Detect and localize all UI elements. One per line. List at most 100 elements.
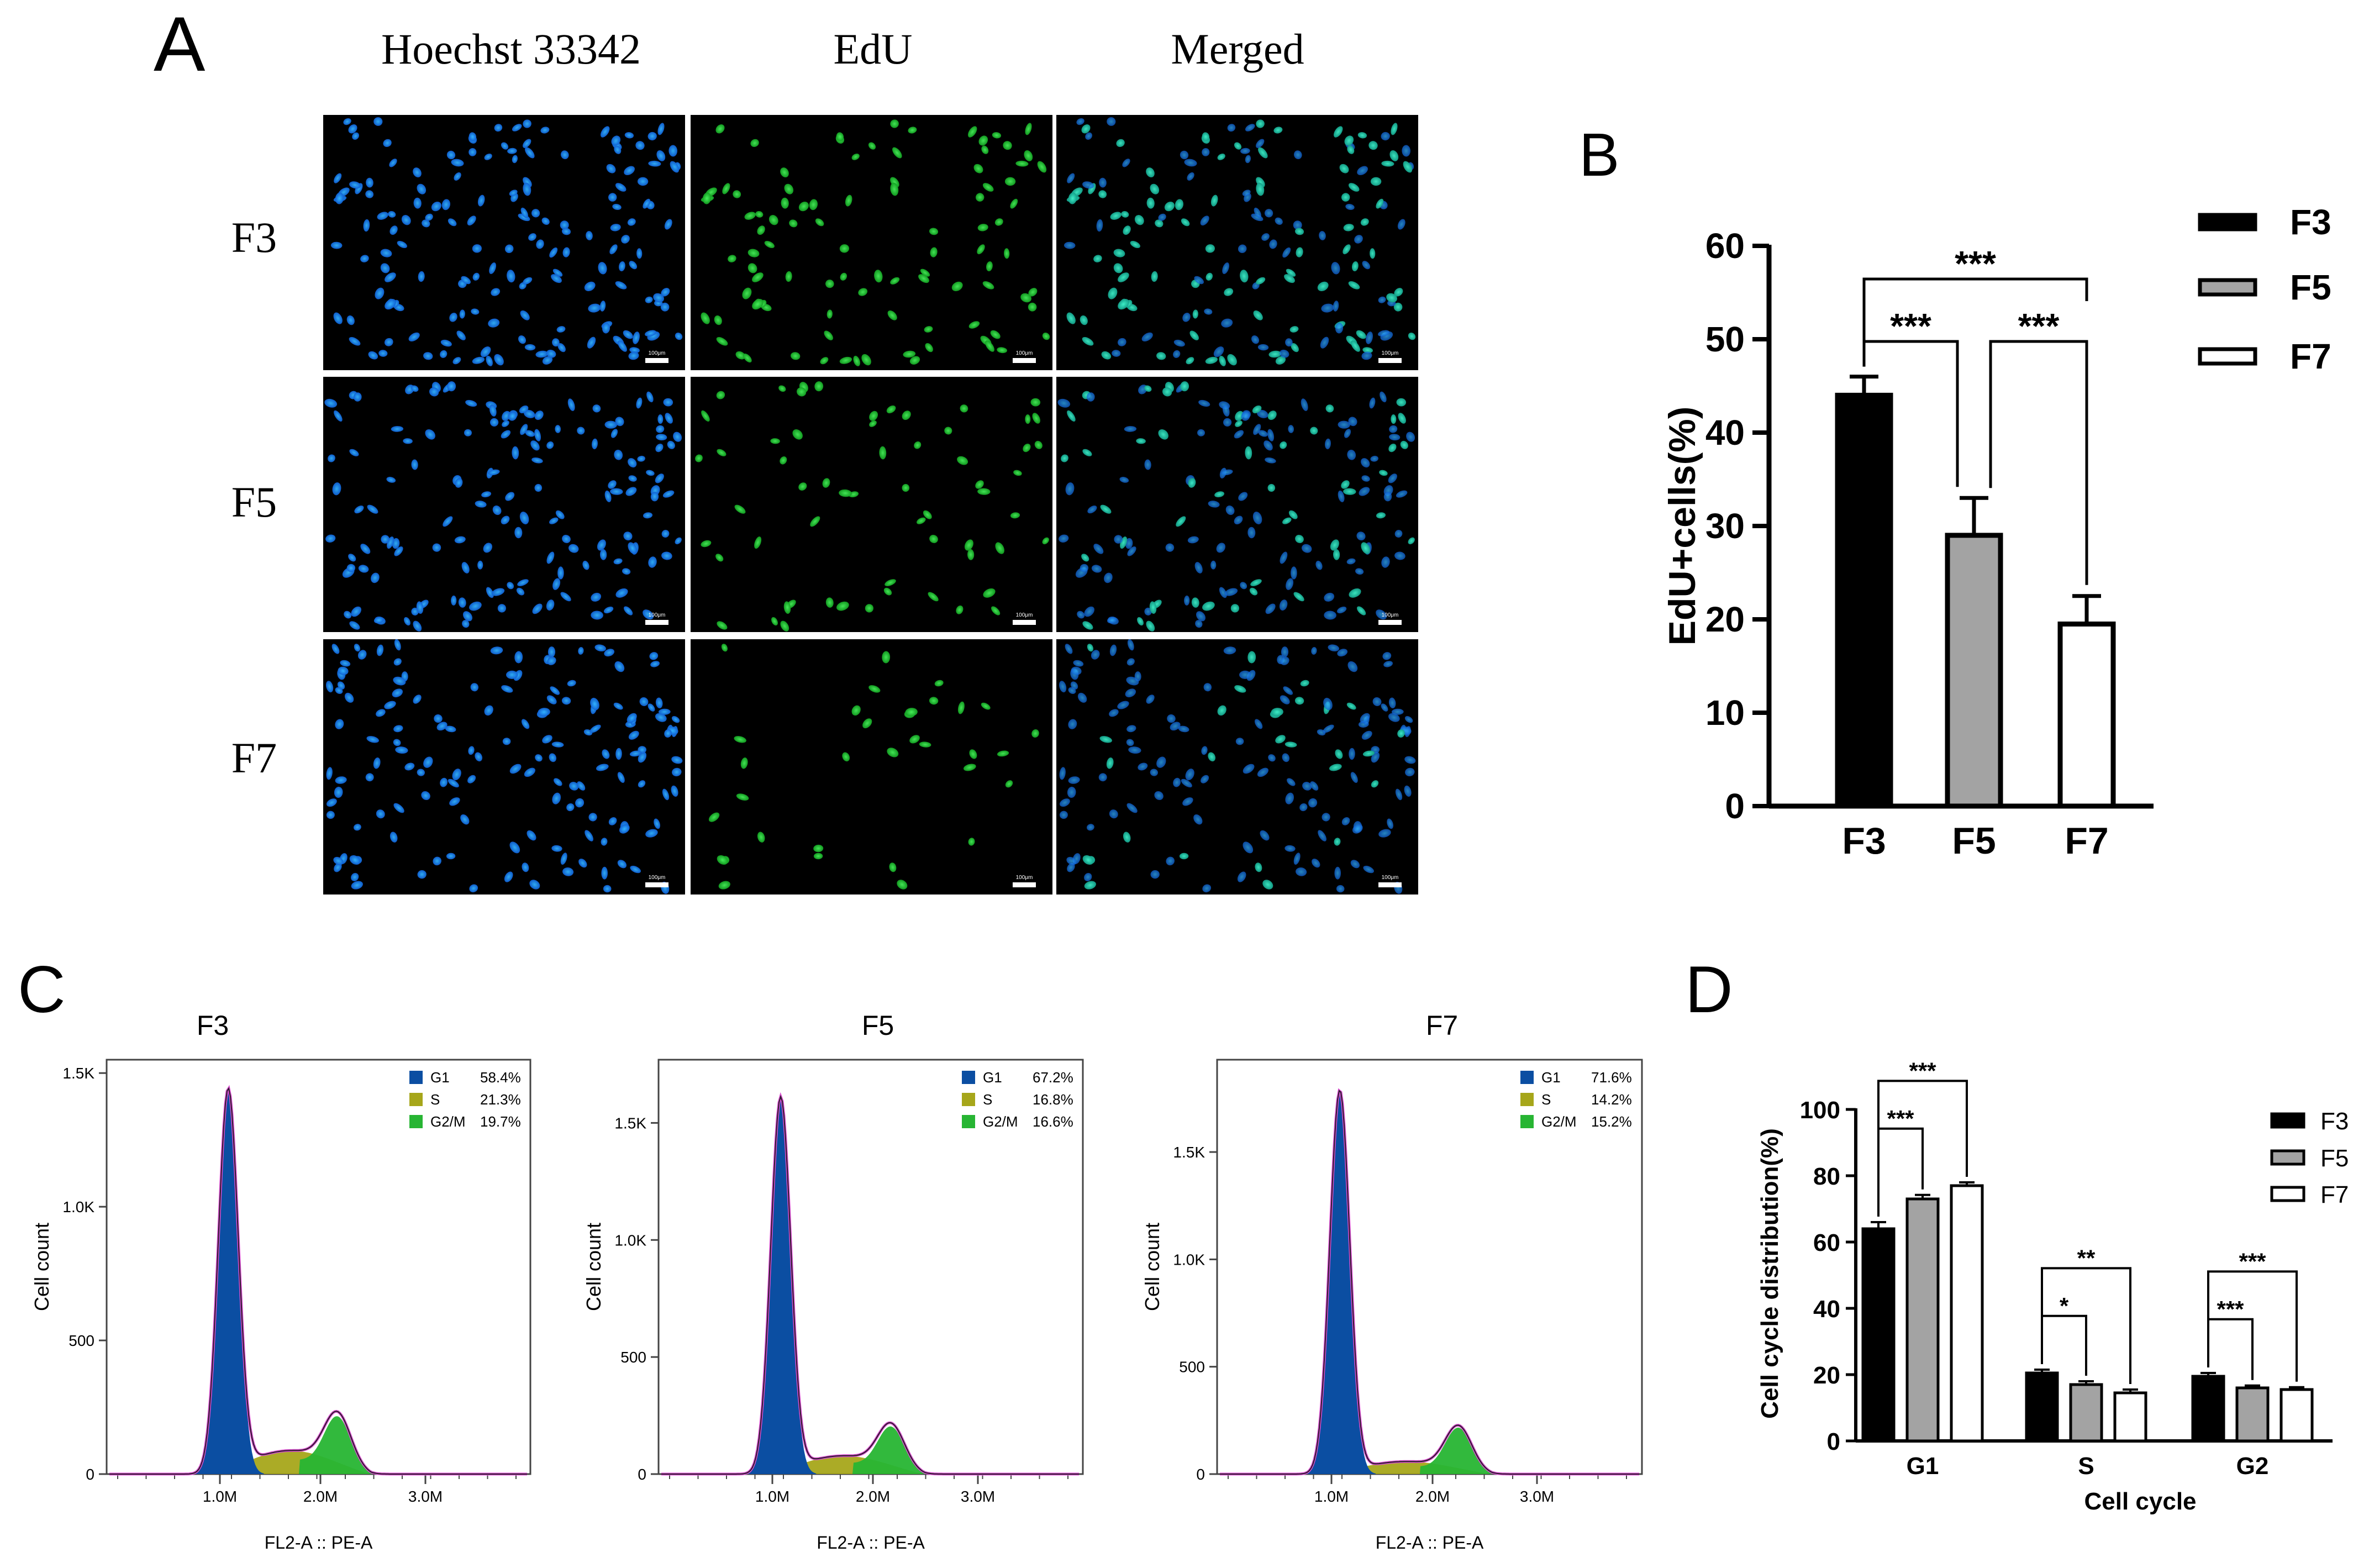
cell-nucleus (825, 279, 834, 288)
b-legend-label: F3 (2290, 202, 2331, 242)
cell-nucleus (462, 620, 470, 628)
row-label-f7: F7 (231, 734, 277, 782)
cell-nucleus (1325, 404, 1334, 413)
cell-nucleus (839, 356, 852, 364)
b-x-tick-label: F5 (1952, 820, 1996, 862)
x-tick-label: 3.0M (961, 1488, 995, 1505)
cell-nucleus (349, 449, 359, 456)
cell-nucleus (1004, 177, 1016, 186)
d-bar-g1-f3 (1861, 1227, 1896, 1443)
cell-nucleus (968, 321, 980, 329)
cell-nucleus (887, 310, 897, 320)
micrograph-background (323, 115, 685, 370)
cell-nucleus (1118, 272, 1129, 282)
cell-nucleus (701, 312, 710, 324)
cell-nucleus (1381, 556, 1390, 568)
b-legend-swatch-f7 (2198, 347, 2257, 366)
cell-nucleus (365, 190, 374, 198)
cell-nucleus (1184, 159, 1197, 167)
cell-nucleus (393, 725, 403, 733)
scale-bar (1013, 620, 1036, 625)
cell-nucleus (1123, 225, 1131, 235)
cell-nucleus (1223, 418, 1232, 427)
cell-nucleus (1344, 135, 1354, 146)
cell-nucleus (502, 420, 509, 427)
panel-b: B 0 10 20 30 40 50 60 EdU+cells(%) F3 F5 F7 *** *** *… (1579, 121, 2331, 862)
cell-nucleus (1378, 330, 1390, 336)
cell-nucleus (813, 844, 824, 853)
cell-nucleus (1257, 344, 1269, 351)
cell-nucleus (536, 239, 544, 249)
cell-nucleus (624, 166, 635, 176)
cell-nucleus (1350, 860, 1360, 869)
cell-nucleus (509, 190, 518, 196)
cell-nucleus (1082, 181, 1094, 189)
cell-nucleus (448, 778, 459, 788)
cell-nucleus (1059, 798, 1070, 807)
cell-nucleus (567, 398, 575, 411)
cell-nucleus (1383, 661, 1393, 667)
cell-nucleus (371, 572, 380, 583)
d-bar-g1-f7 (1950, 1184, 1984, 1443)
cell-nucleus (1301, 398, 1308, 411)
cell-nucleus (992, 132, 1002, 139)
cell-nucleus (636, 397, 643, 409)
cell-nucleus (664, 729, 672, 738)
cell-nucleus (1296, 867, 1307, 876)
b-y-tick-label: 10 (1705, 693, 1745, 733)
cell-nucleus (340, 660, 351, 667)
cell-nucleus (411, 385, 419, 392)
micrograph-r1-c3: 100μm (1056, 115, 1418, 370)
cell-nucleus (977, 224, 988, 231)
cell-nucleus (328, 454, 335, 462)
cell-nucleus (1146, 694, 1155, 704)
b-y-tick-label: 30 (1705, 506, 1745, 546)
cell-nucleus (467, 775, 476, 783)
cell-nucleus (905, 708, 918, 717)
cell-nucleus (858, 288, 868, 296)
b-significance-label: *** (1890, 306, 1931, 346)
cell-nucleus (557, 343, 566, 352)
cell-nucleus (768, 215, 778, 225)
cell-nucleus (930, 247, 938, 257)
cell-nucleus (1121, 211, 1129, 218)
legend-value: 16.8% (1033, 1091, 1073, 1108)
cell-nucleus (902, 411, 911, 420)
cell-nucleus (636, 248, 643, 259)
cell-nucleus (897, 880, 908, 890)
cell-nucleus (494, 354, 504, 366)
cell-nucleus (464, 429, 472, 436)
cell-nucleus (461, 276, 471, 285)
cell-nucleus (637, 177, 649, 186)
cell-nucleus (519, 405, 529, 414)
legend-value: 14.2% (1591, 1091, 1632, 1108)
cell-nucleus (780, 456, 787, 465)
cell-nucleus (629, 750, 642, 757)
x-axis-label: FL2-A :: PE-A (265, 1533, 373, 1553)
scale-bar (1378, 620, 1402, 625)
cell-nucleus (919, 741, 931, 748)
cell-nucleus (326, 681, 334, 693)
cell-nucleus (1293, 853, 1301, 865)
cell-nucleus (1010, 512, 1020, 519)
cell-nucleus (1261, 233, 1270, 241)
cell-nucleus (502, 411, 511, 421)
cell-nucleus (1359, 487, 1370, 496)
cell-nucleus (363, 219, 370, 232)
cell-nucleus (615, 748, 622, 760)
cell-nucleus (504, 244, 514, 254)
cell-nucleus (560, 220, 569, 230)
d-bar-s-f3 (2025, 1371, 2059, 1443)
panel-a-letter: A (154, 1, 206, 87)
cell-nucleus (413, 167, 422, 178)
cell-nucleus (594, 644, 606, 652)
histogram-line (109, 1087, 527, 1475)
cell-nucleus (914, 441, 922, 449)
cell-nucleus (734, 736, 746, 743)
cell-nucleus (586, 231, 593, 240)
cell-nucleus (934, 680, 944, 687)
cell-nucleus (1187, 172, 1194, 181)
cell-nucleus (1289, 326, 1299, 333)
cell-nucleus (957, 701, 965, 714)
cell-nucleus (714, 315, 722, 325)
